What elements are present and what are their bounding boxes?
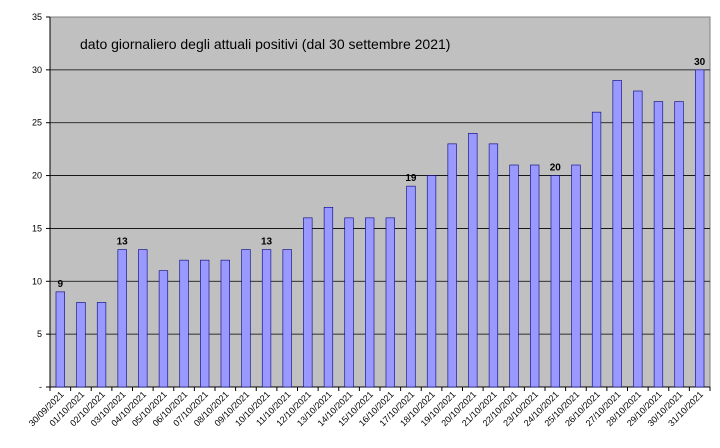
bar xyxy=(303,217,313,388)
y-tick-label: 35 xyxy=(32,12,42,22)
y-tick-label: 5 xyxy=(37,329,42,339)
bar xyxy=(385,217,395,388)
bar xyxy=(530,164,540,388)
bar xyxy=(612,80,622,388)
bar xyxy=(117,249,127,388)
data-labels: 9 13 13 19 20 30 xyxy=(58,57,706,290)
bar xyxy=(96,302,107,388)
y-tick-label: 30 xyxy=(32,65,42,75)
bar xyxy=(674,101,684,388)
bar xyxy=(468,132,478,388)
bar xyxy=(200,259,210,388)
bar xyxy=(695,69,705,388)
bar xyxy=(653,101,664,388)
bar xyxy=(509,164,519,388)
data-label: 19 xyxy=(405,173,417,184)
bar xyxy=(158,270,169,388)
y-tick-label: - xyxy=(39,382,42,392)
bar xyxy=(426,175,437,388)
y-tick-label: 10 xyxy=(32,276,42,286)
data-label: 30 xyxy=(694,57,706,68)
bar xyxy=(138,249,148,388)
y-tick-label: 20 xyxy=(32,171,42,181)
bar xyxy=(447,143,457,388)
data-label: 13 xyxy=(261,237,273,248)
plot-area xyxy=(49,16,711,388)
bars xyxy=(55,69,705,388)
bar xyxy=(282,249,292,388)
data-label: 9 xyxy=(58,279,64,290)
bar xyxy=(55,291,65,388)
bar xyxy=(488,143,499,388)
bar xyxy=(406,185,416,388)
data-label: 13 xyxy=(117,237,129,248)
bar xyxy=(76,302,86,388)
bar xyxy=(179,259,189,388)
chart-title: dato giornaliero degli attuali positivi … xyxy=(80,36,451,52)
x-axis-ticks: 30/09/202101/10/202102/10/202103/10/2021… xyxy=(27,387,711,428)
bar xyxy=(344,217,354,388)
bar xyxy=(550,175,560,388)
bar xyxy=(591,111,602,388)
data-label: 20 xyxy=(550,163,562,174)
y-tick-label: 15 xyxy=(32,223,42,233)
bar xyxy=(365,217,375,388)
bar xyxy=(241,249,251,388)
bar xyxy=(323,206,334,388)
y-tick-label: 25 xyxy=(32,118,42,128)
bar xyxy=(633,90,643,388)
bar xyxy=(571,164,581,388)
bar xyxy=(220,259,230,388)
bar xyxy=(261,249,272,388)
